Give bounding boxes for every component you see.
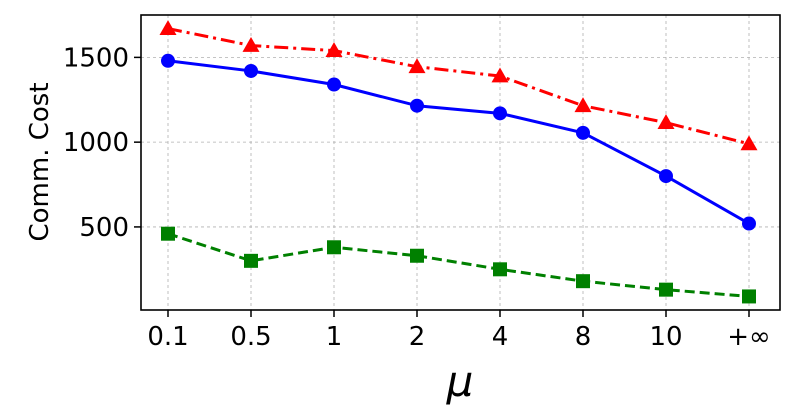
x-tick-label: 4 bbox=[492, 322, 509, 352]
x-tick-label: 2 bbox=[409, 322, 426, 352]
data-point-square bbox=[659, 282, 673, 297]
data-point-triangle bbox=[740, 135, 758, 151]
y-tick-label: 1000 bbox=[63, 128, 129, 158]
data-point-triangle bbox=[242, 37, 260, 52]
x-tick-label: 0.1 bbox=[147, 322, 188, 352]
y-axis-label: Comm. Cost bbox=[25, 82, 55, 241]
data-point-triangle bbox=[657, 114, 675, 130]
data-point-circle bbox=[327, 77, 341, 92]
data-point-square bbox=[742, 289, 756, 304]
data-point-square bbox=[576, 274, 590, 289]
data-point-circle bbox=[493, 106, 507, 121]
series-triangle bbox=[159, 20, 758, 151]
x-tick-label: 1 bbox=[326, 322, 343, 352]
data-point-circle bbox=[244, 63, 258, 78]
data-point-circle bbox=[161, 53, 175, 68]
data-point-square bbox=[327, 240, 341, 255]
plot-area-frame bbox=[140, 14, 781, 311]
data-point-square bbox=[244, 253, 258, 268]
series-square bbox=[161, 226, 756, 304]
series-line bbox=[167, 59, 750, 225]
series-group bbox=[159, 20, 758, 304]
data-point-square bbox=[410, 248, 424, 263]
data-point-triangle bbox=[408, 58, 426, 74]
data-point-circle bbox=[742, 216, 756, 231]
x-tick-label: 10 bbox=[649, 322, 682, 352]
data-point-circle bbox=[410, 98, 424, 113]
data-point-triangle bbox=[491, 67, 509, 83]
data-point-circle bbox=[659, 169, 673, 184]
data-point-square bbox=[493, 262, 507, 277]
data-point-square bbox=[161, 226, 175, 241]
data-point-triangle bbox=[574, 97, 592, 113]
series-circle bbox=[161, 53, 756, 231]
x-tick-label: 0.5 bbox=[230, 322, 271, 352]
data-point-triangle bbox=[159, 20, 177, 35]
x-tick-label: +∞ bbox=[727, 322, 770, 352]
x-axis-label: μ bbox=[446, 357, 474, 406]
data-point-triangle bbox=[325, 42, 343, 57]
y-tick-label: 1500 bbox=[63, 43, 129, 73]
series-line bbox=[167, 27, 750, 146]
y-tick-label: 500 bbox=[79, 213, 129, 243]
x-tick-label: 8 bbox=[575, 322, 592, 352]
axis-ticks: 0.1 0.5 1 2 4 8 10 +∞ 500 1000 1500 bbox=[63, 43, 771, 352]
grid-lines bbox=[141, 15, 780, 310]
data-point-circle bbox=[576, 125, 590, 140]
